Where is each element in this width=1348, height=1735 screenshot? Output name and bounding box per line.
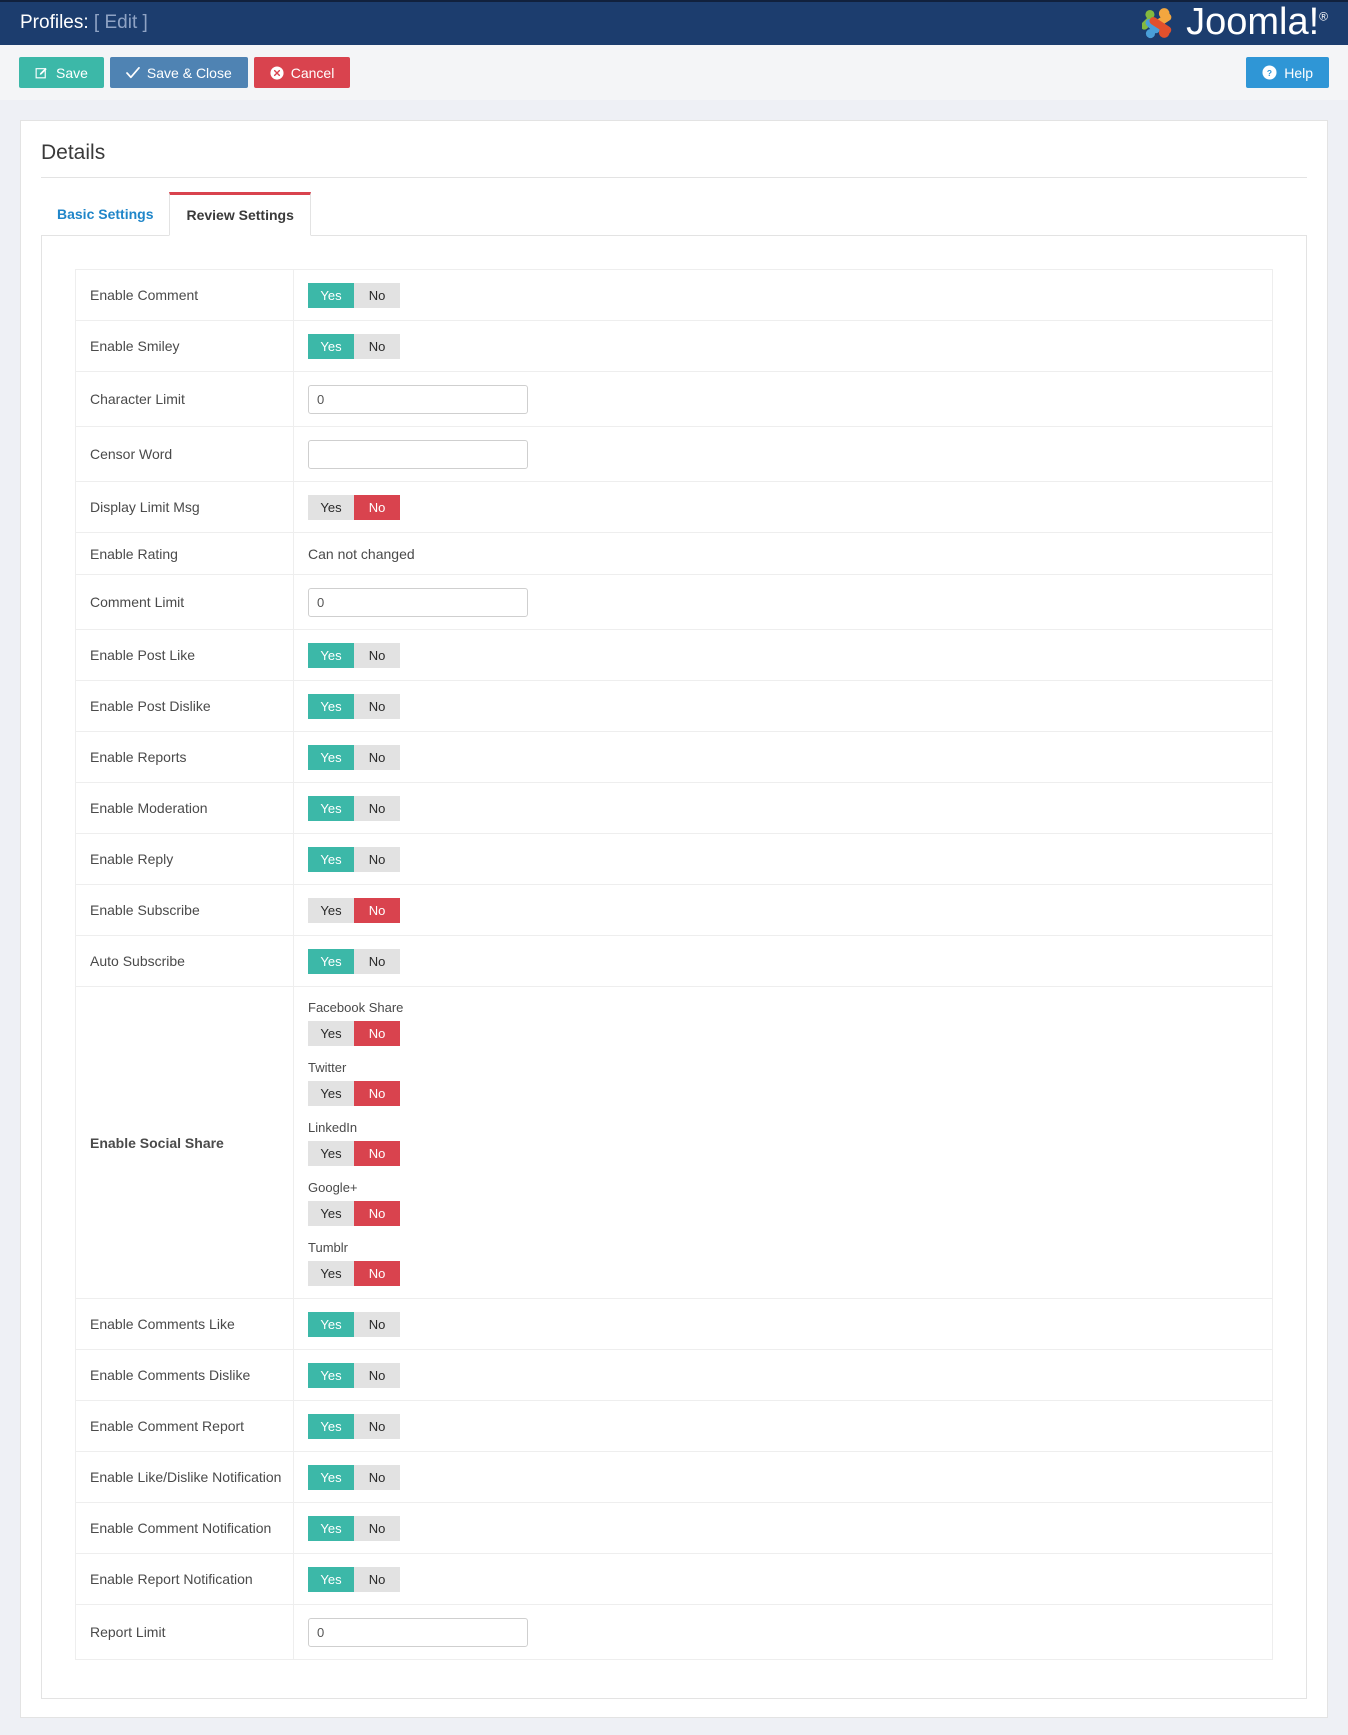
svg-text:?: ?	[1267, 68, 1272, 78]
